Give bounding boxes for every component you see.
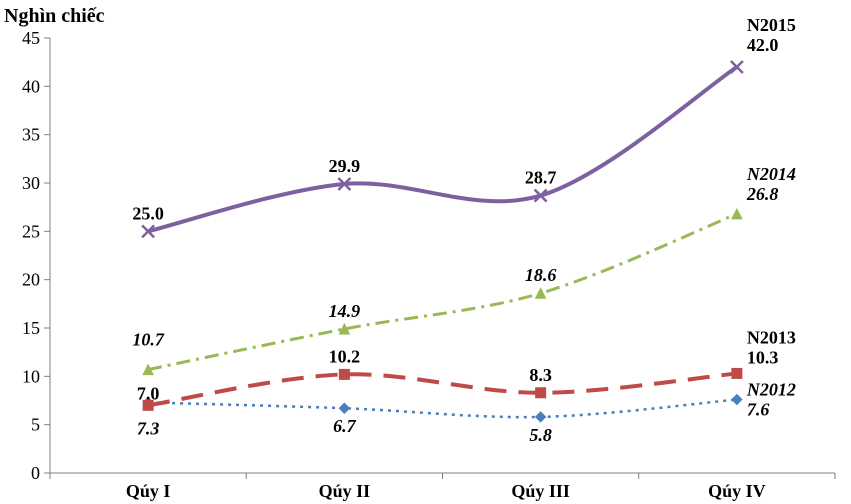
series-line-N2014	[148, 214, 737, 370]
series-value-label: 42.0	[747, 35, 779, 55]
x-marker	[731, 61, 743, 73]
data-label: 8.3	[529, 365, 552, 385]
data-label: 18.6	[525, 265, 557, 285]
y-tick-label: 0	[31, 463, 40, 483]
series-value-label: 26.8	[746, 184, 779, 204]
diamond-marker	[732, 395, 742, 405]
series-value-label: 10.3	[747, 347, 779, 367]
data-label: 7.3	[137, 418, 160, 438]
y-tick-label: 15	[22, 318, 40, 338]
y-tick-label: 30	[22, 173, 40, 193]
data-label: 5.8	[529, 425, 552, 445]
series-line-N2012	[148, 400, 737, 418]
x-category-label: Qúy IV	[708, 481, 766, 501]
data-label: 6.7	[333, 416, 357, 436]
data-label: 7.0	[137, 383, 160, 403]
data-label: 10.2	[329, 346, 361, 366]
series-name-label: N2015	[747, 15, 796, 35]
series-value-label: 7.6	[747, 400, 770, 420]
line-chart: Nghìn chiếc 0 5 10 15 20 25 30 35 40 45 Qúy I Qúy II…	[0, 0, 851, 504]
data-label: 29.9	[329, 156, 361, 176]
triangle-marker	[536, 288, 546, 298]
chart-container: Nghìn chiếc 0 5 10 15 20 25 30 35 40 45 Qúy I Qúy II…	[0, 0, 851, 504]
data-label: 10.7	[132, 330, 165, 350]
square-marker	[536, 388, 546, 398]
y-tick-label: 45	[22, 28, 40, 48]
y-tick-label: 25	[22, 221, 40, 241]
x-category-label: Qúy I	[126, 481, 171, 501]
x-category-label: Qúy III	[511, 481, 570, 501]
y-tick-label: 20	[22, 270, 40, 290]
diamond-marker	[536, 412, 546, 422]
y-tick-label: 5	[31, 415, 40, 435]
square-marker	[339, 369, 349, 379]
series-line-N2015	[148, 67, 737, 231]
x-category-label: Qúy II	[319, 481, 371, 501]
triangle-marker	[732, 209, 742, 219]
y-axis-title: Nghìn chiếc	[4, 5, 105, 27]
square-marker	[732, 368, 742, 378]
series-line-N2013	[148, 373, 737, 405]
data-label: 28.7	[525, 168, 557, 188]
data-label: 14.9	[329, 301, 361, 321]
y-tick-label: 40	[22, 76, 40, 96]
y-tick-label: 35	[22, 125, 40, 145]
diamond-marker	[339, 403, 349, 413]
series-name-label: N2013	[747, 327, 796, 347]
y-tick-label: 10	[22, 366, 40, 386]
series-name-label: N2012	[746, 380, 796, 400]
series-name-label: N2014	[746, 164, 796, 184]
data-label: 25.0	[132, 203, 164, 223]
